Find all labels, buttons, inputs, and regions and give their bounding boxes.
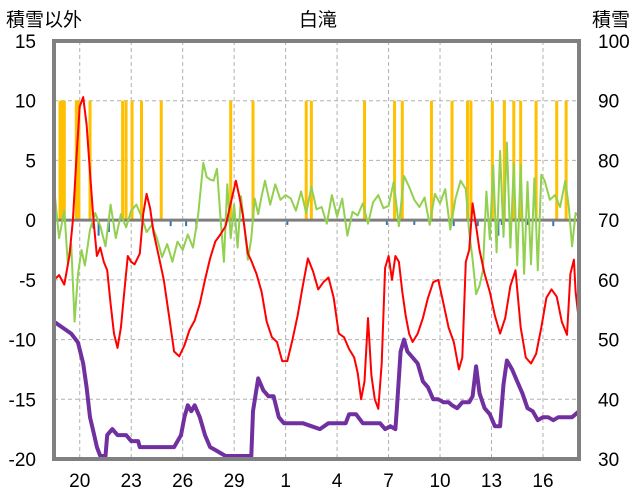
negative-bar-12	[500, 220, 503, 225]
chart-title: 白滝	[299, 9, 337, 31]
x-tick-label-8: 13	[481, 471, 502, 492]
x-tick-label-3: 29	[224, 471, 245, 492]
x-tick-label-7: 10	[429, 471, 450, 492]
precip-bar-17	[400, 100, 404, 221]
x-tick-label-5: 4	[332, 471, 343, 492]
snow-line	[52, 320, 581, 458]
x-tick-label-1: 23	[121, 471, 142, 492]
precip-bars	[58, 100, 568, 221]
right-tick-label-0: 100	[598, 32, 630, 53]
left-tick-label-5: -10	[9, 331, 36, 352]
precip-bar-10	[159, 100, 163, 221]
x-tick-label-0: 20	[69, 471, 90, 492]
x-tick-label-9: 16	[532, 471, 553, 492]
precip-bar-9	[140, 100, 143, 221]
left-axis-title: 積雪以外	[6, 9, 82, 31]
precip-bar-18	[429, 100, 433, 221]
precip-bar-25	[519, 100, 523, 221]
precip-bar-14	[309, 100, 313, 221]
temperature-line	[53, 96, 580, 410]
negative-bar-3	[169, 220, 172, 227]
right-tick-label-4: 60	[598, 271, 619, 292]
precip-bar-26	[534, 100, 538, 221]
precip-bar-24	[512, 100, 516, 221]
precip-bar-11	[229, 100, 233, 221]
precip-bar-23	[502, 100, 506, 221]
left-tick-label-6: -15	[9, 390, 36, 411]
precip-bar-2	[62, 100, 66, 221]
negative-bar-7	[385, 220, 388, 225]
right-tick-label-3: 70	[598, 211, 619, 232]
right-tick-label-6: 40	[598, 390, 619, 411]
right-tick-label-5: 50	[598, 331, 619, 352]
precip-bar-15	[363, 100, 367, 221]
negative-bar-14	[552, 220, 555, 227]
negative-bar-13	[526, 220, 529, 225]
plot-frame	[52, 39, 581, 461]
left-tick-label-4: -5	[19, 271, 36, 292]
precip-bar-7	[124, 100, 128, 221]
precip-bar-16	[393, 100, 397, 221]
precip-bar-8	[130, 100, 134, 221]
negative-bar-9	[452, 220, 455, 227]
precip-bar-22	[490, 100, 494, 221]
negative-bar-1	[97, 220, 100, 236]
right-axis-title: 積雪	[592, 9, 630, 31]
series-lines	[52, 96, 581, 458]
precip-bar-21	[469, 100, 473, 221]
precip-bar-20	[465, 100, 469, 221]
wind-line	[53, 141, 580, 323]
left-tick-label-0: 15	[15, 32, 36, 53]
precip-bar-13	[304, 100, 308, 221]
negative-bar-4	[185, 220, 188, 227]
left-tick-label-7: -20	[9, 450, 36, 471]
negative-bar-8	[413, 220, 416, 225]
precip-bar-6	[121, 100, 125, 221]
right-tick-label-2: 80	[598, 151, 619, 172]
precip-bar-27	[555, 100, 559, 221]
right-tick-label-7: 30	[598, 450, 619, 471]
left-tick-label-3: 0	[25, 211, 36, 232]
precip-bar-1	[60, 100, 64, 221]
precip-bar-4	[77, 100, 81, 221]
right-tick-label-1: 90	[598, 92, 619, 113]
left-tick-label-2: 5	[25, 151, 36, 172]
x-tick-label-4: 1	[280, 471, 291, 492]
precip-bar-28	[564, 100, 568, 221]
precip-bar-19	[450, 100, 454, 221]
precip-bar-12	[251, 100, 255, 221]
negative-bar-10	[476, 220, 479, 227]
left-tick-label-1: 10	[15, 92, 36, 113]
precip-bar-0	[58, 100, 62, 221]
x-tick-label-6: 7	[383, 471, 394, 492]
x-tick-label-2: 26	[172, 471, 193, 492]
negative-bar-6	[286, 220, 289, 225]
